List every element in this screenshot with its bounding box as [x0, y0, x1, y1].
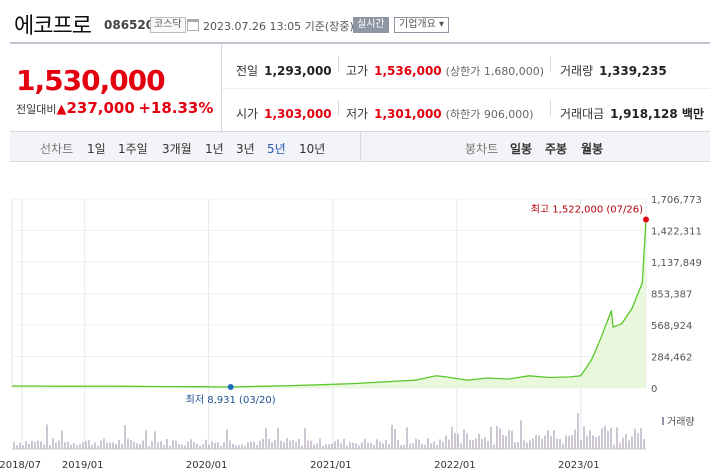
min-label: 최저 8,931 (03/20)	[186, 394, 276, 406]
trade-amount: 거래대금 1,918,128 백만	[560, 107, 704, 121]
market-badge: 코스닥	[150, 17, 186, 33]
prev-close: 전일 1,293,000	[236, 64, 332, 78]
x-tick-label: 2019/01	[62, 460, 104, 471]
price-chart[interactable]: 1,706,773 1,422,311 1,137,849 853,387 568,92…	[0, 163, 714, 475]
y-tick-label: 1,422,311	[651, 227, 702, 238]
volume-legend-swatch	[662, 417, 664, 425]
current-price: 1,530,000	[16, 64, 166, 97]
x-tick-label: 2020/01	[186, 460, 228, 471]
x-tick-label: 2021/01	[310, 460, 352, 471]
tab-3m[interactable]: 3개월	[162, 142, 192, 156]
company-info-dropdown[interactable]: 기업개요 ▾	[394, 17, 449, 33]
divider	[222, 88, 710, 89]
tab-daily[interactable]: 일봉	[510, 142, 533, 156]
open-price: 시가 1,303,000	[236, 107, 332, 121]
y-tick-label: 853,387	[651, 290, 692, 301]
max-label: 최고 1,522,000 (07/26)	[531, 203, 643, 215]
current-price-box: 1,530,000 전일대비▲237,000 +18.33%	[10, 44, 222, 132]
x-tick-label: 2018/07	[0, 460, 41, 471]
y-tick-label: 1,137,849	[651, 258, 702, 269]
divider	[338, 56, 339, 72]
tab-10y[interactable]: 10년	[299, 142, 326, 156]
price-panel: 1,530,000 전일대비▲237,000 +18.33% 전일 1,293,0…	[10, 42, 710, 132]
divider	[338, 100, 339, 116]
up-arrow-icon: ▲	[56, 102, 67, 117]
realtime-button[interactable]: 실시간	[353, 17, 389, 33]
quote-datetime: 2023.07.26 13:05 기준(장중)	[203, 20, 354, 33]
x-tick-label: 2023/01	[558, 460, 600, 471]
line-chart-label: 선차트	[40, 142, 74, 156]
tab-3y[interactable]: 3년	[236, 142, 255, 156]
tab-weekly[interactable]: 주봉	[545, 142, 568, 156]
change-rate: +18.33%	[138, 99, 214, 117]
y-tick-label: 1,706,773	[651, 195, 702, 206]
y-tick-label: 0	[651, 384, 657, 395]
volume-legend: 거래량	[667, 416, 695, 428]
min-marker	[227, 384, 234, 391]
tab-1w[interactable]: 1주일	[118, 142, 148, 156]
price-area	[12, 219, 646, 388]
x-tick-label: 2022/01	[434, 460, 476, 471]
change-amount: 237,000	[66, 99, 135, 117]
max-marker	[643, 216, 649, 223]
chart-period-bar: 선차트 1일 1주일 3개월 1년 3년 5년 10년 봉차트 일봉 주봉 월봉	[10, 132, 710, 162]
y-tick-label: 284,462	[651, 353, 692, 364]
calendar-icon	[187, 19, 199, 31]
y-tick-label: 568,924	[651, 321, 692, 332]
tab-5y[interactable]: 5년	[267, 142, 286, 156]
stock-name: 에코프로	[14, 14, 92, 39]
divider	[550, 56, 551, 72]
stock-header: 에코프로 086520 코스닥 2023.07.26 13:05 기준(장중) …	[0, 0, 714, 42]
tab-1d[interactable]: 1일	[87, 142, 106, 156]
day-high: 고가 1,536,000 (상한가 1,680,000)	[346, 64, 545, 78]
divider	[550, 100, 551, 116]
day-low: 저가 1,301,000 (하한가 906,000)	[346, 107, 534, 121]
tab-1y[interactable]: 1년	[205, 142, 224, 156]
volume: 거래량 1,339,235	[560, 64, 667, 78]
price-change: 전일대비▲237,000 +18.33%	[16, 99, 213, 117]
price-line	[11, 219, 647, 388]
stock-code: 086520	[104, 18, 155, 32]
tab-monthly[interactable]: 월봉	[581, 142, 604, 156]
divider	[360, 132, 361, 162]
candle-chart-label: 봉차트	[465, 142, 499, 156]
compare-label: 전일대비	[16, 103, 57, 116]
